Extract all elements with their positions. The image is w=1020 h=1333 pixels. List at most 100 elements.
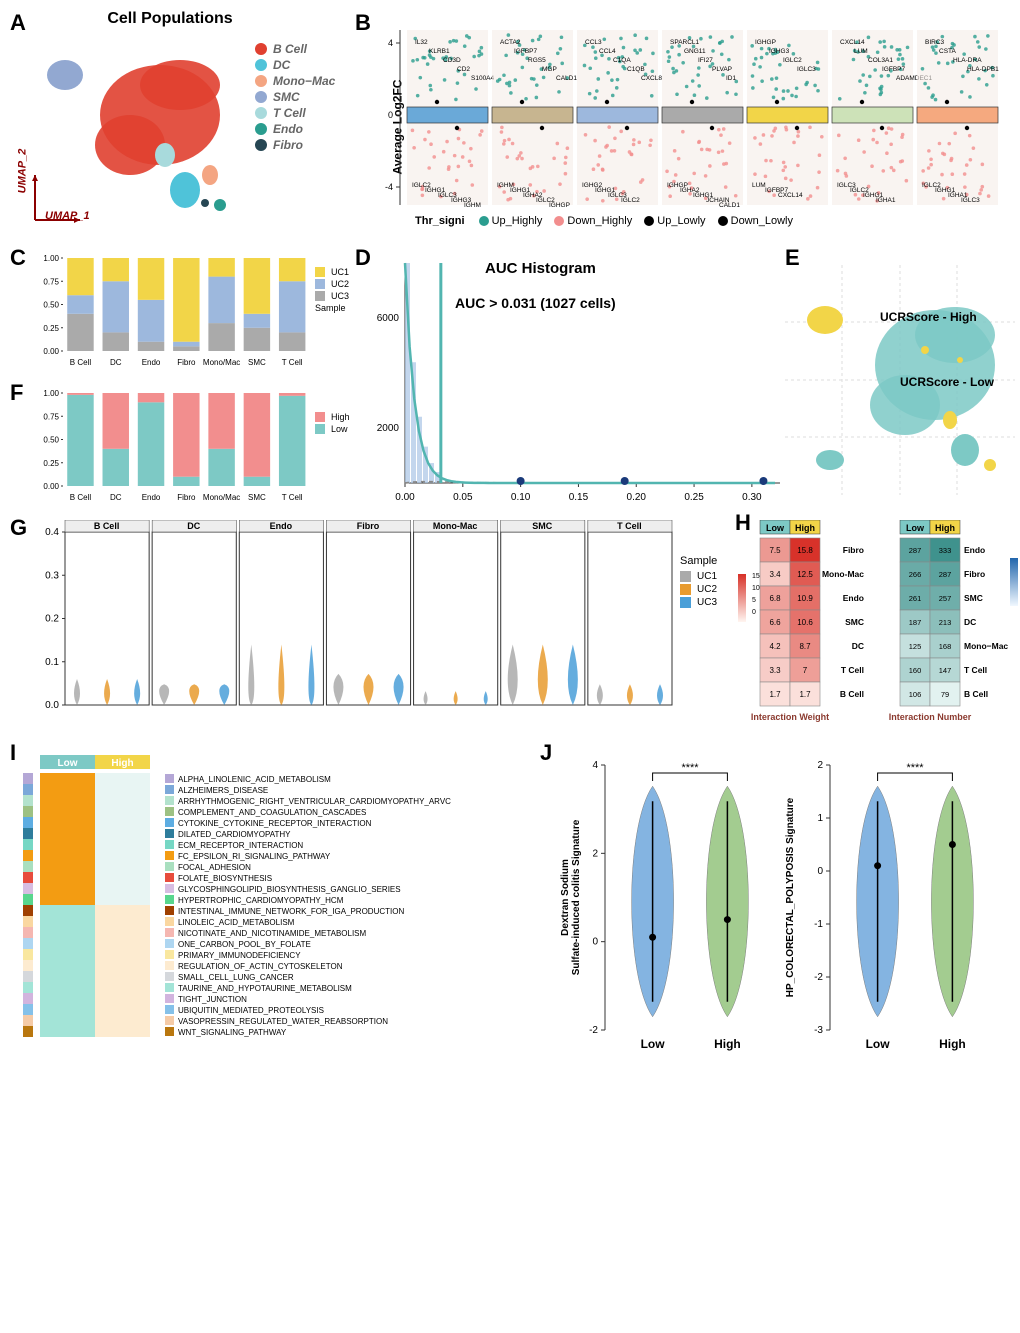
svg-text:HLA-DPB1: HLA-DPB1 bbox=[967, 66, 999, 73]
svg-text:CALD1: CALD1 bbox=[556, 75, 577, 82]
svg-text:T Cell: T Cell bbox=[964, 665, 987, 675]
svg-text:SMC: SMC bbox=[248, 358, 266, 367]
panel-g: G 0.00.10.20.30.4B CellDCEndoFibroMono-M… bbox=[10, 515, 730, 715]
umap-y-axis: UMAP_2 bbox=[16, 149, 28, 194]
svg-text:8.7: 8.7 bbox=[799, 642, 811, 651]
svg-text:Fibro: Fibro bbox=[964, 569, 985, 579]
svg-text:0.50: 0.50 bbox=[43, 301, 59, 310]
legend-item: Endo bbox=[255, 122, 335, 136]
svg-text:333: 333 bbox=[939, 546, 952, 555]
svg-text:REGULATION_OF_ACTIN_CYTOSKELET: REGULATION_OF_ACTIN_CYTOSKELETON bbox=[178, 962, 343, 971]
svg-text:0.4: 0.4 bbox=[45, 527, 59, 538]
svg-text:6.6: 6.6 bbox=[769, 618, 781, 627]
svg-text:0.20: 0.20 bbox=[627, 492, 647, 503]
panel-b-label: B bbox=[355, 10, 371, 36]
svg-text:LUM: LUM bbox=[752, 182, 766, 189]
svg-text:Fibro: Fibro bbox=[843, 545, 864, 555]
svg-text:DILATED_CARDIOMYOPATHY: DILATED_CARDIOMYOPATHY bbox=[178, 830, 291, 839]
svg-text:Fibro: Fibro bbox=[177, 493, 196, 502]
svg-text:Low: Low bbox=[58, 758, 78, 769]
svg-text:IGFBP7: IGFBP7 bbox=[514, 48, 538, 55]
svg-text:ECM_RECEPTOR_INTERACTION: ECM_RECEPTOR_INTERACTION bbox=[178, 841, 303, 850]
svg-text:CXCL14: CXCL14 bbox=[840, 39, 865, 46]
svg-text:IGHGP: IGHGP bbox=[549, 202, 570, 209]
svg-text:CD2: CD2 bbox=[457, 66, 470, 73]
svg-text:B Cell: B Cell bbox=[70, 493, 92, 502]
svg-text:0: 0 bbox=[592, 937, 598, 948]
svg-text:261: 261 bbox=[909, 594, 922, 603]
svg-text:DC: DC bbox=[187, 521, 200, 531]
panel-c-chart: 0.000.250.500.751.00B CellDCEndoFibroMon… bbox=[35, 253, 315, 373]
panel-a-legend: B CellDCMono−MacSMCT CellEndoFibro bbox=[255, 40, 335, 154]
svg-text:4: 4 bbox=[592, 760, 598, 771]
ucrscore-high: UCRScore - High bbox=[880, 310, 977, 324]
svg-text:TAURINE_AND_HYPOTAURINE_METABO: TAURINE_AND_HYPOTAURINE_METABOLISM bbox=[178, 984, 352, 993]
svg-text:125: 125 bbox=[909, 642, 922, 651]
svg-text:Mono/Mac: Mono/Mac bbox=[203, 358, 240, 367]
svg-text:T Cell: T Cell bbox=[841, 665, 864, 675]
svg-text:Endo: Endo bbox=[964, 545, 985, 555]
svg-text:ALZHEIMERS_DISEASE: ALZHEIMERS_DISEASE bbox=[178, 786, 268, 795]
svg-text:HYPERTROPHIC_CARDIOMYOPATHY_HC: HYPERTROPHIC_CARDIOMYOPATHY_HCM bbox=[178, 896, 344, 905]
panel-d: D 0.000.050.100.150.200.250.3020006000 A… bbox=[355, 245, 785, 510]
svg-text:TIGHT_JUNCTION: TIGHT_JUNCTION bbox=[178, 995, 247, 1004]
svg-text:160: 160 bbox=[909, 666, 922, 675]
legend-item: Mono−Mac bbox=[255, 74, 335, 88]
svg-text:CXCL14: CXCL14 bbox=[778, 192, 803, 199]
svg-text:IGLC3: IGLC3 bbox=[961, 197, 980, 204]
panel-i: I LowHighALPHA_LINOLENIC_ACID_METABOLISM… bbox=[10, 740, 535, 1060]
panel-j: J -2024Dextran SodiumSulfate-induced col… bbox=[540, 740, 1020, 1060]
svg-text:LUM: LUM bbox=[854, 48, 868, 55]
svg-text:3.3: 3.3 bbox=[769, 666, 781, 675]
svg-text:1: 1 bbox=[817, 813, 823, 824]
svg-text:ALPHA_LINOLENIC_ACID_METABOLIS: ALPHA_LINOLENIC_ACID_METABOLISM bbox=[178, 775, 331, 784]
svg-text:257: 257 bbox=[939, 594, 952, 603]
svg-text:IGFBP7: IGFBP7 bbox=[882, 66, 906, 73]
svg-text:T Cell: T Cell bbox=[617, 521, 642, 531]
panel-e: E UCRScore - High UCRScore - Low bbox=[785, 245, 1020, 510]
svg-text:Mono−Mac: Mono−Mac bbox=[964, 641, 1008, 651]
svg-text:DC: DC bbox=[852, 641, 864, 651]
svg-text:6.8: 6.8 bbox=[769, 594, 781, 603]
svg-text:NICOTINATE_AND_NICOTINAMIDE_ME: NICOTINATE_AND_NICOTINAMIDE_METABOLISM bbox=[178, 929, 367, 938]
svg-text:KLRB1: KLRB1 bbox=[429, 48, 450, 55]
svg-text:15: 15 bbox=[752, 573, 760, 580]
svg-text:UBIQUITIN_MEDIATED_PROTEOLYSIS: UBIQUITIN_MEDIATED_PROTEOLYSIS bbox=[178, 1006, 324, 1015]
svg-text:T Cell: T Cell bbox=[282, 358, 303, 367]
svg-text:CYTOKINE_CYTOKINE_RECEPTOR_INT: CYTOKINE_CYTOKINE_RECEPTOR_INTERACTION bbox=[178, 819, 372, 828]
svg-text:High: High bbox=[714, 1037, 741, 1051]
svg-text:0.75: 0.75 bbox=[43, 412, 59, 421]
figure-container: A Cell Populations UMAP_1 UMAP_2 B CellD… bbox=[10, 10, 1010, 1323]
svg-text:2000: 2000 bbox=[377, 423, 400, 434]
svg-text:-2: -2 bbox=[814, 972, 823, 983]
panel-h: H LowHigh7.515.83.412.56.810.96.610.64.2… bbox=[735, 515, 1020, 735]
svg-text:0: 0 bbox=[817, 866, 823, 877]
panel-d-chart: 0.000.050.100.150.200.250.3020006000 bbox=[365, 253, 785, 508]
svg-text:0.00: 0.00 bbox=[43, 347, 59, 356]
svg-text:Mono-Mac: Mono-Mac bbox=[822, 569, 864, 579]
svg-text:SMC: SMC bbox=[964, 593, 983, 603]
svg-text:2: 2 bbox=[592, 848, 598, 859]
umap-x-axis: UMAP_1 bbox=[45, 210, 90, 222]
svg-text:Mono-Mac: Mono-Mac bbox=[433, 521, 478, 531]
svg-text:BIRC3: BIRC3 bbox=[925, 39, 945, 46]
panel-c-legend: UC1UC2UC3Sample bbox=[315, 265, 349, 313]
svg-text:0.25: 0.25 bbox=[684, 492, 704, 503]
svg-text:5: 5 bbox=[752, 597, 756, 604]
svg-text:FOLATE_BIOSYNTHESIS: FOLATE_BIOSYNTHESIS bbox=[178, 874, 272, 883]
svg-text:10.6: 10.6 bbox=[797, 618, 813, 627]
svg-text:12.5: 12.5 bbox=[797, 570, 813, 579]
svg-text:4.2: 4.2 bbox=[769, 642, 781, 651]
svg-text:ONE_CARBON_POOL_BY_FOLATE: ONE_CARBON_POOL_BY_FOLATE bbox=[178, 940, 311, 949]
svg-text:10.9: 10.9 bbox=[797, 594, 813, 603]
panel-g-legend: Sample UC1UC2UC3 bbox=[680, 555, 717, 610]
panel-g-label: G bbox=[10, 515, 27, 541]
legend-item: SMC bbox=[255, 90, 335, 104]
svg-text:7.5: 7.5 bbox=[769, 546, 781, 555]
svg-text:CXCL8: CXCL8 bbox=[641, 75, 662, 82]
svg-text:Low: Low bbox=[641, 1037, 666, 1051]
svg-text:COL3A1: COL3A1 bbox=[868, 57, 893, 64]
svg-text:Interaction Weight: Interaction Weight bbox=[751, 712, 829, 722]
svg-text:-2: -2 bbox=[589, 1025, 598, 1036]
svg-text:Endo: Endo bbox=[142, 493, 161, 502]
